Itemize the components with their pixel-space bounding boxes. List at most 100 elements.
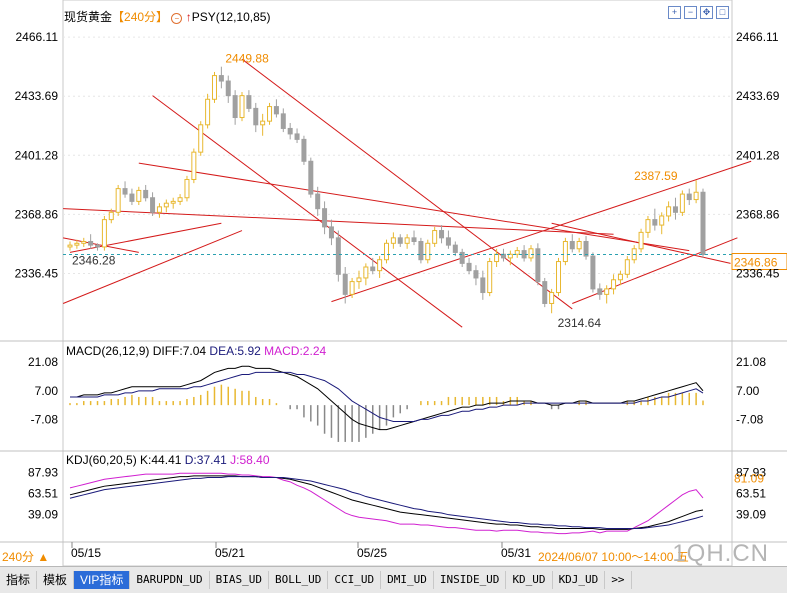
j-line bbox=[69, 472, 704, 535]
toolbar-item-inside[interactable]: INSIDE_UD bbox=[434, 571, 507, 589]
macd-name[interactable]: MACD(26,12,9) bbox=[66, 344, 150, 358]
x-tick-label: 05/21 bbox=[215, 546, 245, 560]
candle-body bbox=[425, 242, 431, 261]
minus-icon[interactable]: − bbox=[171, 13, 183, 24]
candle-body bbox=[590, 255, 596, 290]
kdj-tick-left: 63.51 bbox=[28, 487, 58, 501]
candle-body bbox=[418, 240, 424, 261]
candle-body bbox=[638, 231, 644, 250]
candle-body bbox=[624, 259, 630, 275]
x-tick-label: 05/31 bbox=[501, 546, 531, 560]
candle-body bbox=[301, 138, 307, 162]
indicator-toolbar: 指标 模板 VIP指标 BARUPDN_UD BIAS_UD BOLL_UD C… bbox=[0, 566, 787, 593]
toolbar-item-more[interactable]: >> bbox=[605, 571, 632, 589]
trendlines bbox=[62, 58, 752, 328]
zoom-out-icon[interactable]: − bbox=[684, 6, 697, 19]
candle-body bbox=[129, 193, 135, 202]
toolbar-item-boll[interactable]: BOLL_UD bbox=[269, 571, 329, 589]
candle-body bbox=[81, 240, 87, 244]
candle-body bbox=[514, 250, 520, 255]
trendline bbox=[152, 95, 463, 328]
candle-body bbox=[260, 120, 266, 126]
candle-body bbox=[617, 273, 623, 281]
candle-body bbox=[384, 242, 389, 261]
candle-body bbox=[611, 279, 617, 290]
candle-body bbox=[397, 237, 403, 244]
toolbar-item-vip[interactable]: VIP指标 bbox=[74, 571, 131, 589]
candle-body bbox=[342, 273, 348, 295]
candle-body bbox=[294, 133, 300, 140]
restore-icon[interactable]: □ bbox=[716, 6, 729, 19]
period-label[interactable]: 【240分】 bbox=[112, 10, 169, 24]
toolbar-item-dmi[interactable]: DMI_UD bbox=[381, 571, 434, 589]
candle-body bbox=[466, 262, 472, 272]
candle-body bbox=[287, 127, 293, 135]
candle-body bbox=[583, 240, 589, 257]
y-tick-label-right: 2401.28 bbox=[736, 148, 780, 162]
y-tick-label-right: 2368.86 bbox=[736, 207, 780, 221]
trendline bbox=[69, 222, 222, 253]
period-badge[interactable]: 240分 ▲ bbox=[2, 550, 50, 564]
candle-body bbox=[377, 259, 383, 272]
y-tick-label-right: 2466.11 bbox=[736, 30, 779, 44]
trendline bbox=[572, 237, 738, 304]
candle-body bbox=[411, 237, 417, 242]
candle-body bbox=[143, 189, 149, 199]
toolbar-item-indicator[interactable]: 指标 bbox=[0, 571, 38, 589]
zoom-in-icon[interactable]: + bbox=[668, 6, 681, 19]
psy-indicator[interactable]: PSY(12,10,85) bbox=[191, 10, 271, 24]
candle-body bbox=[239, 95, 245, 119]
toolbar-item-cci[interactable]: CCI_UD bbox=[328, 571, 382, 589]
candle-body bbox=[67, 244, 73, 248]
toolbar-item-template[interactable]: 模板 bbox=[37, 571, 75, 589]
candle-body bbox=[686, 193, 692, 201]
x-tick-label: 05/25 bbox=[357, 546, 387, 560]
candle-body bbox=[700, 191, 706, 256]
y-tick-label-right: 2336.45 bbox=[736, 266, 780, 280]
candle-body bbox=[328, 226, 334, 239]
candle-body bbox=[390, 237, 396, 244]
candle-body bbox=[163, 202, 169, 208]
candle-body bbox=[576, 240, 582, 250]
macd-tick-left: -7.08 bbox=[31, 413, 59, 427]
candle-body bbox=[273, 106, 279, 115]
macd-tick-left: 21.08 bbox=[28, 355, 58, 369]
candle-body bbox=[136, 189, 142, 202]
candle-body bbox=[335, 237, 341, 275]
candle-body bbox=[562, 240, 568, 263]
candle-body bbox=[88, 240, 94, 246]
kdj-tick-right: 39.09 bbox=[736, 508, 766, 522]
macd-hist: MACD:2.24 bbox=[264, 344, 327, 358]
recent-high-annotation: 2387.59 bbox=[634, 169, 678, 183]
candle-body bbox=[556, 261, 562, 294]
trendline bbox=[331, 160, 752, 303]
candle-body bbox=[225, 80, 231, 97]
candle-body bbox=[349, 281, 355, 295]
candle-body bbox=[363, 266, 369, 279]
toolbar-item-bias[interactable]: BIAS_UD bbox=[210, 571, 269, 589]
candle-body bbox=[659, 215, 665, 226]
y-tick-label-left: 2433.69 bbox=[15, 89, 59, 103]
toolbar-item-barupdn[interactable]: BARUPDN_UD bbox=[130, 571, 210, 589]
candle-body bbox=[218, 75, 224, 82]
candle-body bbox=[280, 113, 286, 129]
axis-labels: 2466.11 2466.11 2433.69 2433.69 2401.28 2401.… bbox=[15, 30, 780, 560]
candle-body bbox=[211, 75, 217, 100]
trendline bbox=[138, 162, 690, 252]
macd-tick-right: -7.08 bbox=[736, 413, 764, 427]
toolbar-item-kdj[interactable]: KDJ_UD bbox=[553, 571, 606, 589]
chart-canvas[interactable]: 2466.11 2466.11 2433.69 2433.69 2401.28 2401.… bbox=[0, 0, 787, 566]
kdj-tick-left: 87.93 bbox=[28, 465, 58, 479]
chart-icon-bar: + − ✥ □ bbox=[668, 6, 729, 19]
candle-body bbox=[322, 208, 328, 228]
candle-body bbox=[569, 240, 575, 250]
move-icon[interactable]: ✥ bbox=[700, 6, 713, 19]
candle-body bbox=[108, 211, 114, 221]
macd-tick-right: 21.08 bbox=[736, 355, 766, 369]
d-line bbox=[69, 476, 704, 529]
x-tick-label: 05/15 bbox=[71, 546, 101, 560]
candle-body bbox=[439, 230, 445, 239]
toolbar-item-kd[interactable]: KD_UD bbox=[506, 571, 553, 589]
candle-body bbox=[542, 281, 548, 304]
kdj-name[interactable]: KDJ(60,20,5) bbox=[66, 453, 137, 467]
